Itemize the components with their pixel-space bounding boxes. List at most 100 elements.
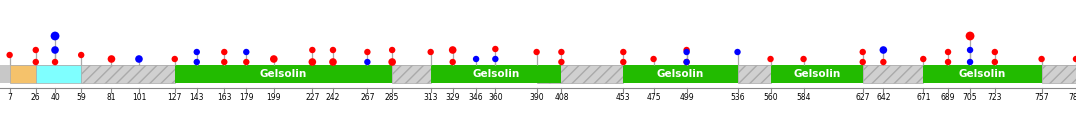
Text: Gelsolin: Gelsolin <box>472 69 520 79</box>
Point <box>528 51 546 53</box>
Text: Gelsolin: Gelsolin <box>793 69 840 79</box>
Bar <box>623 65 737 83</box>
Text: 642: 642 <box>876 93 891 102</box>
Point <box>188 61 206 63</box>
Point <box>939 61 957 63</box>
Point <box>645 58 662 60</box>
Point <box>46 35 63 37</box>
Bar <box>737 65 770 83</box>
Point <box>553 61 570 63</box>
Text: 408: 408 <box>554 93 568 102</box>
Point <box>358 61 376 63</box>
Point <box>854 61 872 63</box>
Bar <box>174 65 392 83</box>
Text: 179: 179 <box>239 93 254 102</box>
Point <box>486 48 504 50</box>
Text: 390: 390 <box>529 93 544 102</box>
Text: 536: 536 <box>731 93 745 102</box>
Point <box>875 61 892 63</box>
Text: 285: 285 <box>385 93 399 102</box>
Text: 199: 199 <box>267 93 281 102</box>
Text: 671: 671 <box>916 93 931 102</box>
Text: 560: 560 <box>763 93 778 102</box>
Text: 163: 163 <box>217 93 231 102</box>
Point <box>962 35 979 37</box>
Bar <box>1042 65 1076 83</box>
Point <box>422 51 439 53</box>
Point <box>915 58 932 60</box>
Text: 360: 360 <box>489 93 502 102</box>
Point <box>678 61 695 63</box>
Point <box>1067 58 1076 60</box>
Point <box>238 51 255 53</box>
Point <box>383 49 400 51</box>
Point <box>678 51 695 53</box>
Point <box>939 51 957 53</box>
Text: Gelsolin: Gelsolin <box>656 69 704 79</box>
Point <box>265 58 282 60</box>
Point <box>324 61 341 63</box>
Text: 267: 267 <box>360 93 374 102</box>
Text: 453: 453 <box>615 93 631 102</box>
Point <box>614 51 632 53</box>
Point <box>875 49 892 51</box>
Point <box>130 58 147 60</box>
Point <box>188 51 206 53</box>
Point <box>444 49 462 51</box>
Point <box>238 61 255 63</box>
Text: 584: 584 <box>796 93 811 102</box>
Point <box>383 61 400 63</box>
Text: 127: 127 <box>168 93 182 102</box>
Text: 689: 689 <box>940 93 955 102</box>
Point <box>795 58 812 60</box>
Point <box>303 49 321 51</box>
Text: 705: 705 <box>963 93 977 102</box>
Bar <box>863 65 923 83</box>
Point <box>27 61 44 63</box>
Point <box>678 49 695 51</box>
Text: 143: 143 <box>189 93 204 102</box>
Point <box>762 58 779 60</box>
Bar <box>0 65 1076 83</box>
Bar <box>392 65 430 83</box>
Text: Gelsolin: Gelsolin <box>959 69 1006 79</box>
Text: 59: 59 <box>76 93 86 102</box>
Point <box>303 61 321 63</box>
Text: 40: 40 <box>51 93 60 102</box>
Text: 7: 7 <box>8 93 12 102</box>
Point <box>72 54 89 56</box>
Point <box>358 51 376 53</box>
Text: 499: 499 <box>679 93 694 102</box>
Text: 101: 101 <box>131 93 146 102</box>
Bar <box>537 65 623 83</box>
Point <box>103 58 121 60</box>
Point <box>27 49 44 51</box>
Text: 26: 26 <box>31 93 41 102</box>
Text: Gelsolin: Gelsolin <box>259 69 307 79</box>
Point <box>324 49 341 51</box>
Point <box>444 61 462 63</box>
Point <box>854 51 872 53</box>
Bar <box>923 65 1042 83</box>
Bar <box>10 65 36 83</box>
Point <box>728 51 746 53</box>
Bar <box>770 65 863 83</box>
Text: 757: 757 <box>1034 93 1049 102</box>
Text: 329: 329 <box>445 93 459 102</box>
Point <box>614 61 632 63</box>
Text: 627: 627 <box>855 93 870 102</box>
Point <box>215 61 232 63</box>
Point <box>1 54 18 56</box>
Text: 81: 81 <box>107 93 116 102</box>
Point <box>166 58 183 60</box>
Point <box>467 58 484 60</box>
Point <box>962 61 979 63</box>
Bar <box>36 65 81 83</box>
Text: 782: 782 <box>1068 93 1076 102</box>
Point <box>962 49 979 51</box>
Bar <box>81 65 174 83</box>
Point <box>1033 58 1050 60</box>
Text: 313: 313 <box>424 93 438 102</box>
Point <box>486 58 504 60</box>
Bar <box>430 65 562 83</box>
